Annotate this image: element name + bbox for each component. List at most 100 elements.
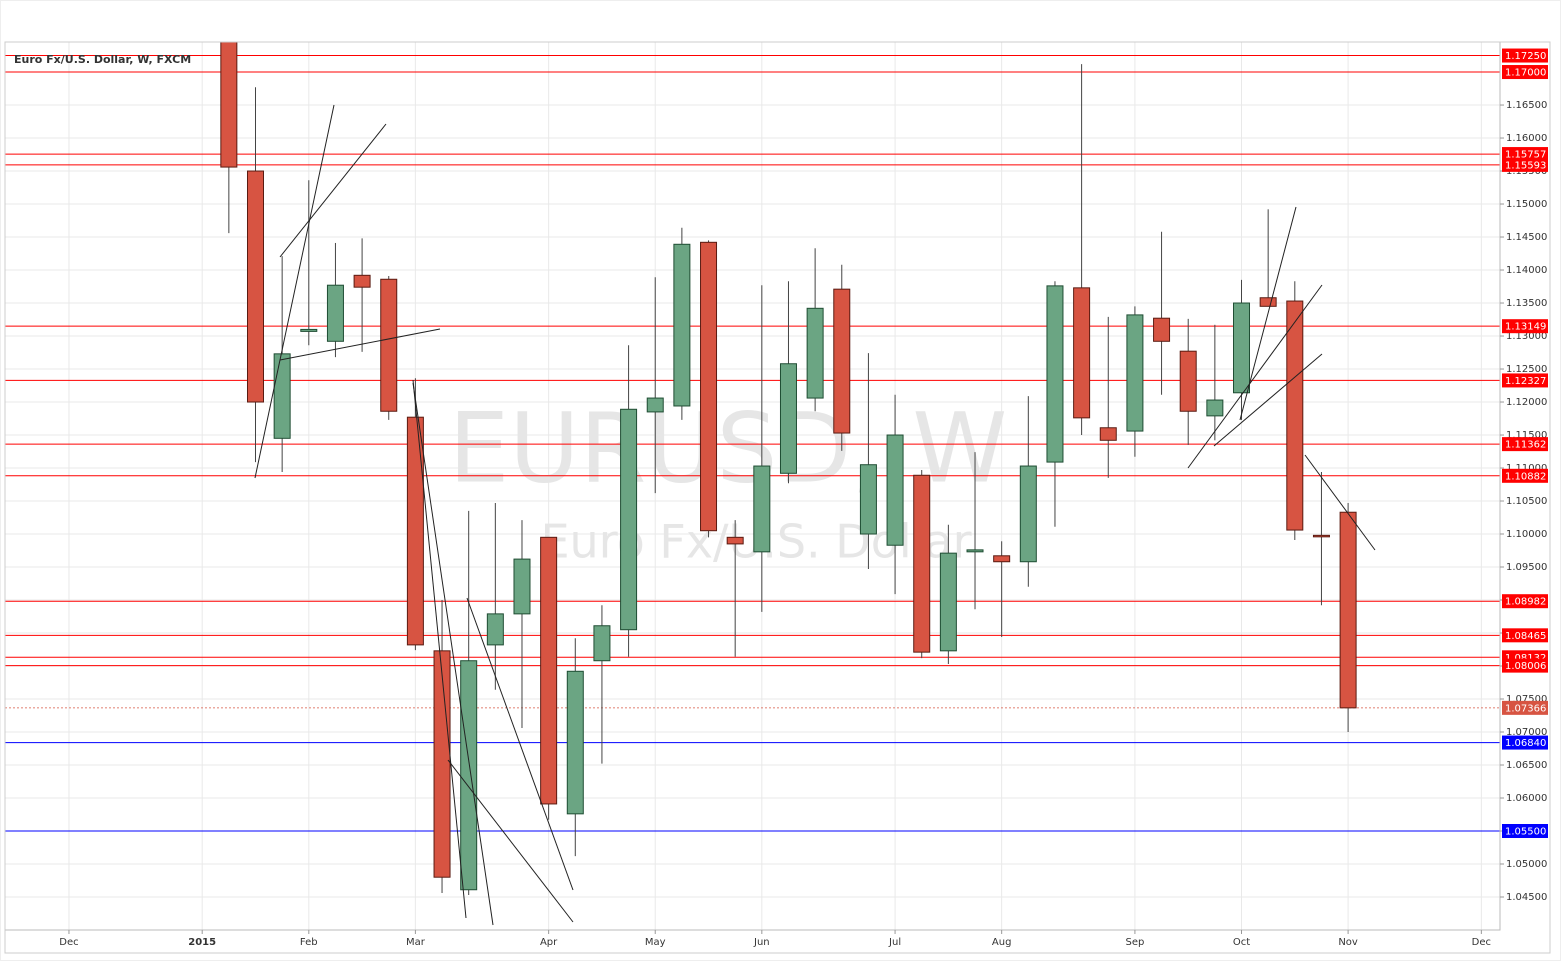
candle-body <box>1126 314 1144 432</box>
candles <box>220 42 1357 896</box>
candle-body <box>1259 297 1277 307</box>
candle-body <box>433 650 451 878</box>
x-tick-label: Oct <box>1233 937 1250 948</box>
trend-line <box>1187 284 1323 469</box>
trend-lines <box>254 104 1376 926</box>
x-tick-label: Apr <box>540 937 558 948</box>
candle-body <box>700 241 718 532</box>
y-tick-label: 1.11000 <box>1506 463 1547 474</box>
candle-body <box>566 670 584 815</box>
level-label-box <box>1502 658 1548 673</box>
y-tick-label: 1.11500 <box>1506 430 1547 441</box>
y-tick-label: 1.14000 <box>1506 265 1547 276</box>
level-label: 1.06840 <box>1505 738 1546 749</box>
y-tick-label: 1.07000 <box>1506 727 1547 738</box>
candle-body <box>1233 302 1251 394</box>
candle-body <box>1179 350 1197 412</box>
candle-body <box>806 307 824 399</box>
y-tick-label: 1.13500 <box>1506 298 1547 309</box>
y-tick-label: 1.04500 <box>1506 892 1547 903</box>
x-tick-label: Sep <box>1125 937 1144 948</box>
y-tick-label: 1.07500 <box>1506 694 1547 705</box>
candle-body <box>620 408 638 631</box>
candle-body <box>779 363 797 474</box>
x-tick-label: 2015 <box>188 937 216 948</box>
level-label-box <box>1502 700 1548 715</box>
candle-body <box>326 284 344 342</box>
candle-body <box>1153 317 1171 342</box>
candle-body <box>246 170 264 403</box>
candle-body <box>859 464 877 535</box>
y-tick-label: 1.12000 <box>1506 397 1547 408</box>
candle-body <box>1286 300 1304 531</box>
trend-line <box>279 123 387 258</box>
x-tick-label: May <box>645 937 666 948</box>
y-tick-label: 1.05000 <box>1506 859 1547 870</box>
axes: 1.04500 1.05000 1.05500 1.06000 1.06500 1.070… <box>59 48 1548 948</box>
candle-body <box>300 328 318 332</box>
candle-body <box>1046 285 1064 463</box>
candle-body <box>513 558 531 615</box>
level-label: 1.12327 <box>1505 376 1546 387</box>
level-label: 1.13149 <box>1505 322 1546 333</box>
y-tick-label: 1.06500 <box>1506 760 1547 771</box>
x-tick-label: Jul <box>888 937 901 948</box>
x-tick-label: Mar <box>406 937 426 948</box>
chart-title: Euro Fx/U.S. Dollar, W, FXCM <box>14 53 191 66</box>
candle-body <box>406 416 424 646</box>
candle-body <box>1312 534 1330 538</box>
level-label: 1.07366 <box>1505 703 1546 714</box>
candle-body <box>380 278 398 412</box>
candle-body <box>1073 287 1091 419</box>
level-label: 1.08982 <box>1505 597 1546 608</box>
y-tick-label: 1.09500 <box>1506 562 1547 573</box>
y-tick-label: 1.15000 <box>1506 199 1547 210</box>
trend-line <box>412 379 467 919</box>
trend-line <box>1304 454 1376 551</box>
level-label: 1.11362 <box>1505 440 1546 451</box>
candle-body <box>939 552 957 652</box>
trend-line <box>466 597 574 891</box>
level-label-box <box>1502 319 1548 334</box>
candle-body <box>673 243 691 407</box>
x-tick-label: Nov <box>1338 937 1358 948</box>
candle-body <box>833 288 851 434</box>
x-tick-label: Dec <box>1472 937 1491 948</box>
level-label-box <box>1502 824 1548 839</box>
candle-body <box>273 353 291 439</box>
candle-body <box>726 536 744 545</box>
level-label: 1.15593 <box>1505 160 1546 171</box>
trend-line <box>1213 353 1323 447</box>
candle-body <box>353 274 371 288</box>
level-label: 1.08132 <box>1505 653 1546 664</box>
level-label: 1.08465 <box>1505 631 1546 642</box>
level-label: 1.17000 <box>1505 68 1546 79</box>
level-label-box <box>1502 437 1548 452</box>
candle-body <box>646 397 664 413</box>
level-label-box <box>1502 373 1548 388</box>
candle-body <box>593 625 611 662</box>
candle-body <box>220 42 238 168</box>
x-tick-label: Aug <box>992 937 1012 948</box>
trend-line <box>447 759 574 923</box>
y-tick-label: 1.10000 <box>1506 529 1547 540</box>
level-label: 1.15757 <box>1505 150 1546 161</box>
candle-body <box>753 465 771 553</box>
level-label-box <box>1502 65 1548 80</box>
x-tick-label: Jun <box>753 937 770 948</box>
level-label-box <box>1502 468 1548 483</box>
candle-body <box>886 434 904 546</box>
y-tick-label: 1.12500 <box>1506 364 1547 375</box>
level-label-box <box>1502 594 1548 609</box>
trend-line <box>412 382 494 926</box>
y-tick-label: 1.14500 <box>1506 232 1547 243</box>
candle-body <box>1339 511 1357 709</box>
level-label: 1.05500 <box>1505 827 1546 838</box>
y-tick-label: 1.16500 <box>1506 100 1547 111</box>
candle-body <box>460 660 478 891</box>
candle-body <box>540 536 558 805</box>
candle-body <box>966 549 984 553</box>
y-tick-label: 1.16000 <box>1506 133 1547 144</box>
level-label-box <box>1502 628 1548 643</box>
